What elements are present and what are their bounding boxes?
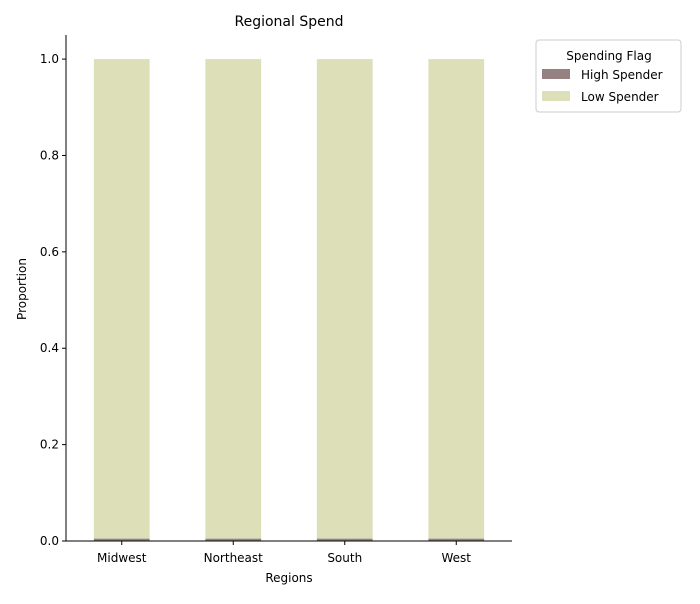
x-ticks: Midwest Northeast South West [97,541,471,565]
bar-south-high-spender [316,538,373,541]
legend-swatch-high-spender [542,69,570,79]
y-tick-label: 0.8 [40,148,59,162]
bar-west-low-spender [428,59,485,539]
y-tick-label: 0.6 [40,245,59,259]
x-tick-label: Northeast [204,551,264,565]
legend-swatch-low-spender [542,91,570,101]
bar-midwest-low-spender [93,59,150,539]
legend-title: Spending Flag [566,49,651,63]
x-tick-label: West [441,551,471,565]
legend: Spending Flag High Spender Low Spender [535,39,682,113]
y-tick-label: 0.2 [40,438,59,452]
chart-title: Regional Spend [235,14,344,30]
y-ticks: 0.0 0.2 0.4 0.6 0.8 1.0 [40,52,66,548]
y-tick-label: 0.0 [40,534,59,548]
bar-midwest-high-spender [93,538,150,541]
y-tick-label: 1.0 [40,52,59,66]
legend-label: Low Spender [581,90,659,104]
bar-northeast-high-spender [205,538,262,541]
legend-label: High Spender [581,68,663,82]
x-tick-label: Midwest [97,551,147,565]
plot-area [93,59,485,541]
y-tick-label: 0.4 [40,341,59,355]
bar-south-low-spender [316,59,373,539]
y-axis-label: Proportion [15,258,29,320]
x-axis-label: Regions [265,571,312,585]
legend-frame [535,39,682,113]
x-tick-label: South [327,551,362,565]
legend-items: High Spender Low Spender [542,68,663,104]
bar-northeast-low-spender [205,59,262,539]
bar-west-high-spender [428,538,485,541]
